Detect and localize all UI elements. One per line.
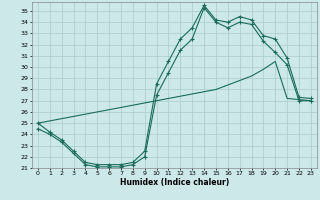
X-axis label: Humidex (Indice chaleur): Humidex (Indice chaleur) [120, 178, 229, 187]
